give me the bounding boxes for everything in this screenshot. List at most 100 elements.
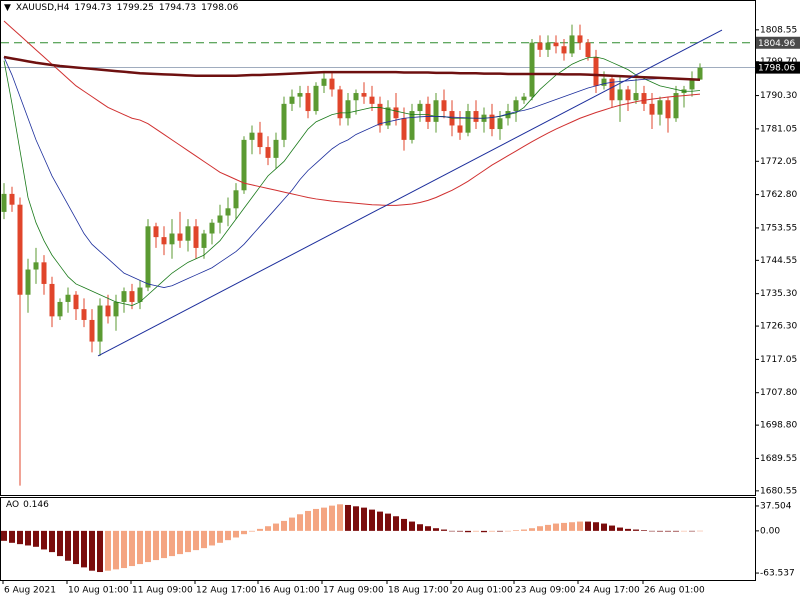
candle-body xyxy=(569,35,575,54)
ao-bar xyxy=(497,530,503,532)
x-tick-label: 17 Aug 09:00 xyxy=(323,586,384,596)
candle-body xyxy=(25,269,31,295)
ao-bar xyxy=(161,530,167,559)
candle-body xyxy=(489,114,495,130)
candle-body xyxy=(161,237,167,245)
x-tick-label: 12 Aug 17:00 xyxy=(196,586,257,596)
candle-body xyxy=(377,103,383,126)
candle-body xyxy=(65,294,71,302)
candle-body xyxy=(497,118,503,130)
candle-body xyxy=(177,233,183,241)
ao-bar xyxy=(601,523,607,531)
candle-body xyxy=(9,193,15,205)
ao-bar xyxy=(1,530,7,541)
candle-body xyxy=(665,100,671,119)
ao-bar xyxy=(409,521,415,531)
candle-body xyxy=(409,111,415,140)
candle-body xyxy=(81,309,87,320)
ao-bar xyxy=(225,530,231,541)
x-tick-label: 18 Aug 17:00 xyxy=(388,586,449,596)
ao-bar xyxy=(393,516,399,531)
ao-bar xyxy=(297,514,303,531)
candle-body xyxy=(41,262,47,284)
x-tick-label: 20 Aug 01:00 xyxy=(452,586,513,596)
ao-bar xyxy=(257,528,263,531)
ao-bar xyxy=(233,530,239,538)
ao-header: AO 0.146 xyxy=(6,500,53,510)
ao-bar xyxy=(673,530,679,532)
ao-bar xyxy=(657,530,663,532)
candle-body xyxy=(33,262,39,270)
candle-body xyxy=(529,42,535,97)
ao-bar xyxy=(649,530,655,532)
candle-body xyxy=(361,93,367,97)
candle-body xyxy=(585,42,591,58)
candle-body xyxy=(641,93,647,104)
candle-body xyxy=(329,78,335,90)
ao-bar xyxy=(561,522,567,531)
candle-body xyxy=(537,42,543,50)
ao-bar xyxy=(553,523,559,531)
ao-bar xyxy=(505,530,511,532)
y-tick-label: 1717.05 xyxy=(760,355,797,365)
ao-bar xyxy=(177,530,183,555)
ao-bar xyxy=(81,530,87,568)
ao-bar xyxy=(241,530,247,535)
ao-bar xyxy=(49,530,55,553)
candle-body xyxy=(129,291,135,302)
candle-body xyxy=(241,139,247,191)
level-label: 1804.96 xyxy=(758,39,795,49)
ohlc-close: 1798.06 xyxy=(201,3,239,13)
candle-body xyxy=(553,42,559,47)
candle-body xyxy=(465,111,471,133)
ao-bar xyxy=(145,530,151,563)
candle-body xyxy=(593,57,599,86)
y-tick-label: 1689.55 xyxy=(760,454,797,464)
candle-body xyxy=(425,103,431,122)
ao-y-tick-label: 0.00 xyxy=(760,526,780,536)
ao-bar xyxy=(129,530,135,567)
candle-body xyxy=(257,132,263,148)
moving-average xyxy=(3,56,701,306)
ao-bar xyxy=(369,509,375,531)
candle-body xyxy=(545,42,551,50)
ao-bar xyxy=(353,506,359,531)
x-tick-label: 10 Aug 01:00 xyxy=(68,586,129,596)
ao-bar xyxy=(305,510,311,531)
ao-bar xyxy=(217,530,223,543)
candle-body xyxy=(473,111,479,122)
ao-bar xyxy=(689,530,695,532)
ao-bar xyxy=(449,530,455,532)
candle-body xyxy=(609,78,615,101)
ao-bar xyxy=(401,518,407,531)
ao-bar xyxy=(185,530,191,553)
candle-body xyxy=(401,118,407,140)
ao-y-tick-label: -63.537 xyxy=(760,569,795,579)
collapse-icon[interactable]: ▼ xyxy=(4,3,11,13)
ao-bar xyxy=(545,524,551,531)
ohlc-high: 1799.25 xyxy=(116,3,154,13)
candle-body xyxy=(521,96,527,101)
ao-bar xyxy=(97,530,103,573)
ao-bar xyxy=(625,528,631,531)
candle-body xyxy=(97,305,103,342)
candle-body xyxy=(225,208,231,216)
ao-bar xyxy=(697,530,703,532)
y-tick-label: 1790.30 xyxy=(760,91,797,101)
y-tick-label: 1735.30 xyxy=(760,289,797,299)
price-panel xyxy=(0,0,756,496)
candle-body xyxy=(321,78,327,86)
ao-bar xyxy=(137,530,143,565)
y-tick-label: 1707.80 xyxy=(760,388,797,398)
level-box xyxy=(756,36,800,49)
candle-body xyxy=(513,100,519,112)
candle-body xyxy=(369,96,375,104)
ao-bar xyxy=(681,530,687,532)
candle-body xyxy=(601,78,607,86)
ao-bar xyxy=(537,526,543,531)
candle-body xyxy=(209,222,215,234)
candle-body xyxy=(289,96,295,104)
ao-bar xyxy=(633,529,639,531)
candle-body xyxy=(185,226,191,241)
